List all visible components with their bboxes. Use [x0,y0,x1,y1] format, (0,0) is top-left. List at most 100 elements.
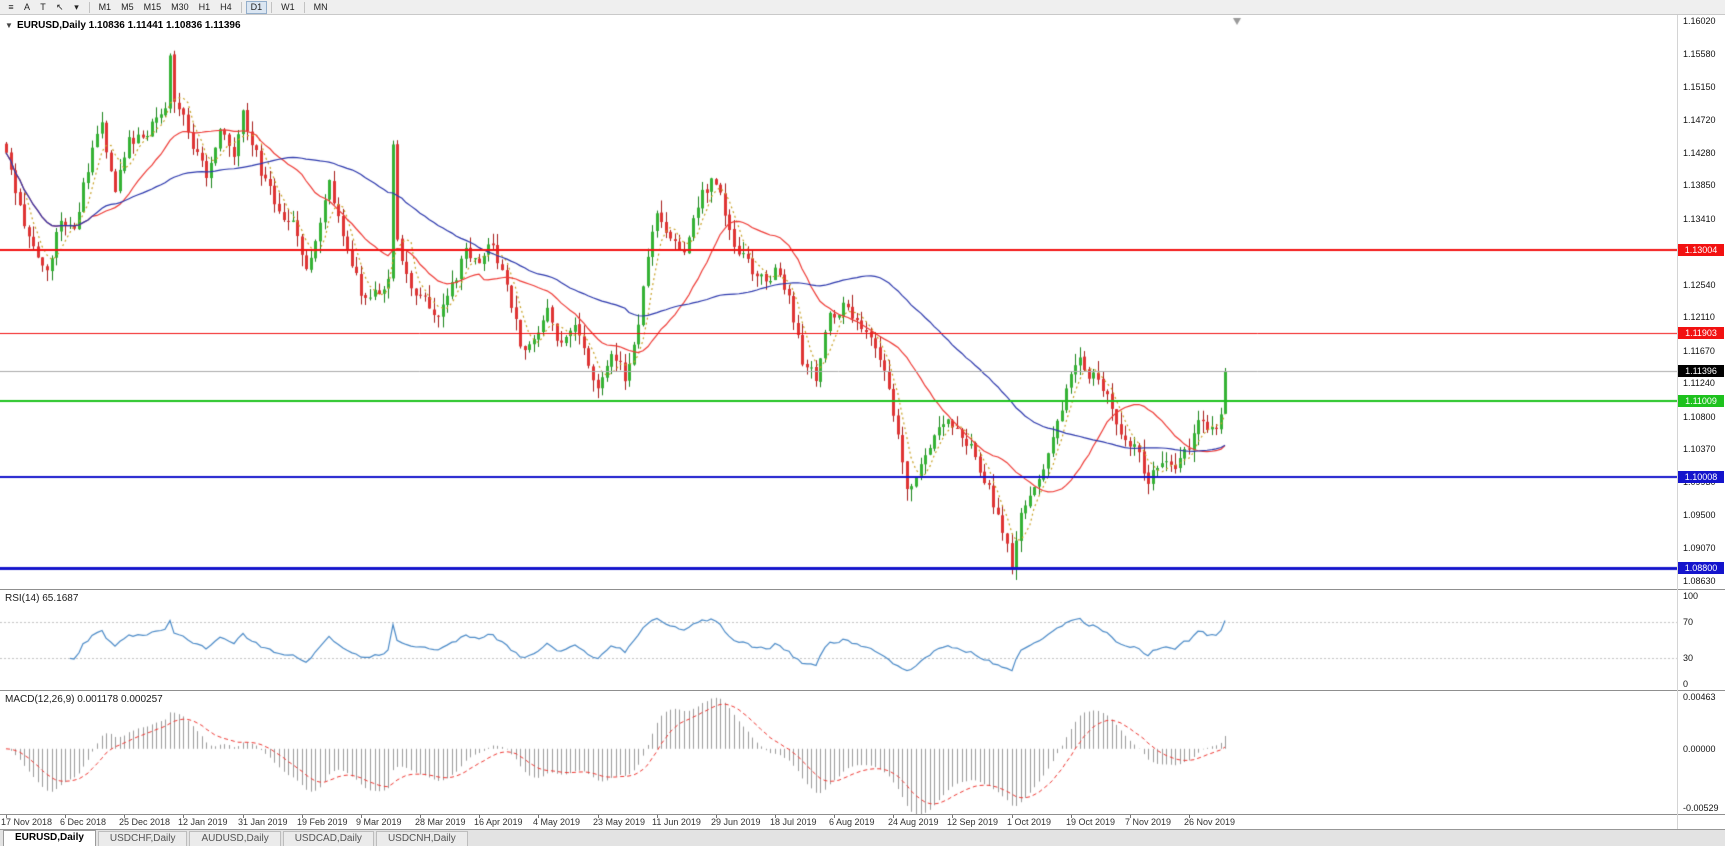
date-axis-label: 26 Nov 2019 [1184,817,1236,827]
panel-separator [0,814,1725,815]
toolbar-separator [271,1,273,13]
hline-price-label: 1.10008 [1678,470,1724,483]
rsi-axis-label: 70 [1683,617,1694,628]
macd-axis-label: -0.00529 [1683,803,1719,813]
main-chart-canvas[interactable] [0,15,1677,589]
hline-price-label: 1.08800 [1678,562,1724,575]
macd-panel-canvas[interactable] [0,691,1677,814]
price-axis-label: 1.11670 [1683,345,1715,356]
chart-tab-eurusd[interactable]: EURUSD,Daily [3,830,96,846]
chart-tab-usdchf[interactable]: USDCHF,Daily [97,831,188,846]
price-axis-label: 1.13410 [1683,213,1716,224]
price-axis-label: 1.14280 [1683,147,1716,158]
date-axis-tick [479,815,480,818]
chart-tab-usdcnh[interactable]: USDCNH,Daily [375,831,468,846]
chart-tab-usdcad[interactable]: USDCAD,Daily [282,831,374,846]
date-axis-label: 24 Aug 2019 [888,817,939,827]
date-axis-label: 18 Jul 2019 [770,817,817,827]
date-axis-label: 12 Jan 2019 [178,817,228,827]
date-axis-tick [775,815,776,818]
hline-price-label: 1.11009 [1678,394,1724,407]
price-axis-label: 1.12540 [1683,279,1716,290]
price-axis-label: 1.10370 [1683,444,1716,455]
price-axis-label: 1.16020 [1683,16,1716,26]
date-axis-tick [183,815,184,818]
date-axis-tick [361,815,362,818]
date-axis-label: 9 Mar 2019 [356,817,402,827]
date-axis-tick [1071,815,1072,818]
date-axis-label: 19 Feb 2019 [297,817,348,827]
toolbar: ≡ A T ↖ ▾ M1 M5 M15 M30 H1 H4 D1 W1 MN [0,0,1725,15]
bid-price-label: 1.11396 [1678,365,1724,378]
date-axis-tick [1130,815,1131,818]
date-axis-tick [1189,815,1190,818]
date-axis-tick [302,815,303,818]
toolbar-separator [303,1,305,13]
macd-axis-label: 0.00463 [1683,692,1716,702]
price-axis-label: 1.09500 [1683,510,1716,521]
timeframe-button-m15[interactable]: M15 [139,1,167,14]
date-axis-tick [657,815,658,818]
date-axis-label: 12 Sep 2019 [947,817,999,827]
timeframe-button-w1[interactable]: W1 [276,1,300,14]
rsi-indicator-label: RSI(14) 65.1687 [5,593,79,604]
price-axis-label: 1.09070 [1683,542,1716,553]
date-axis-label: 17 Nov 2018 [1,817,53,827]
cursor-tool-icon[interactable]: ↖ [51,1,69,14]
price-axis-label: 1.13850 [1683,180,1716,191]
timeframe-button-h4[interactable]: H4 [215,1,237,14]
date-axis-tick [124,815,125,818]
date-axis-label: 6 Aug 2019 [829,817,875,827]
date-axis-tick [1012,815,1013,818]
chart-tab-bar: EURUSD,Daily USDCHF,Daily AUDUSD,Daily USDC… [0,829,1725,846]
chart-tab-audusd[interactable]: AUDUSD,Daily [189,831,281,846]
rsi-axis-label: 0 [1683,679,1689,689]
date-axis-tick [65,815,66,818]
toolbar-button-a[interactable]: A [19,1,35,14]
date-axis-tick [716,815,717,818]
rsi-panel-canvas[interactable] [0,590,1677,690]
date-axis-label: 6 Dec 2018 [60,817,107,827]
date-axis-tick [243,815,244,818]
date-axis-label: 1 Oct 2019 [1007,817,1052,827]
date-axis-label: 11 Jun 2019 [652,817,701,827]
chart-collapse-toggle[interactable]: ▼ [5,21,13,30]
chart-title-ohlc: EURUSD,Daily 1.10836 1.11441 1.10836 1.1… [17,20,241,31]
date-axis-label: 28 Mar 2019 [415,817,466,827]
hline-price-label: 1.13004 [1678,243,1724,256]
rsi-axis-label: 100 [1683,591,1699,601]
price-axis-label: 1.08630 [1683,576,1716,586]
date-axis-label: 4 May 2019 [533,817,581,827]
timeframe-button-m1[interactable]: M1 [94,1,117,14]
date-axis-tick [6,815,7,818]
timeframe-button-m5[interactable]: M5 [116,1,139,14]
macd-axis-label: 0.00000 [1683,743,1716,754]
price-scale-border [1677,15,1678,829]
cursor-dropdown-caret-icon[interactable]: ▾ [69,1,85,14]
timeframe-button-h1[interactable]: H1 [194,1,216,14]
timeframe-button-m30[interactable]: M30 [166,1,194,14]
date-axis-label: 7 Nov 2019 [1125,817,1172,827]
panel-separator[interactable] [0,589,1725,590]
date-axis-tick [834,815,835,818]
date-axis-tick [598,815,599,818]
price-axis-label: 1.11240 [1683,378,1715,389]
rsi-axis-label: 30 [1683,652,1694,663]
price-axis-label: 1.15150 [1683,81,1716,92]
date-axis-label: 19 Oct 2019 [1066,817,1116,827]
price-axis-label: 1.14720 [1683,114,1716,125]
timeframe-button-d1[interactable]: D1 [245,0,268,14]
timeframe-button-mn[interactable]: MN [309,1,333,14]
date-axis-label: 16 Apr 2019 [474,817,523,827]
date-axis-label: 25 Dec 2018 [119,817,171,827]
panel-separator[interactable] [0,690,1725,691]
chart-menu-icon[interactable]: ≡ [3,1,19,14]
price-axis-label: 1.10800 [1683,411,1716,422]
date-axis-tick [420,815,421,818]
hline-price-label: 1.11903 [1678,326,1724,339]
date-axis-tick [538,815,539,818]
toolbar-button-t[interactable]: T [35,1,51,14]
date-axis-tick [952,815,953,818]
price-axis-label: 1.15580 [1683,49,1716,60]
